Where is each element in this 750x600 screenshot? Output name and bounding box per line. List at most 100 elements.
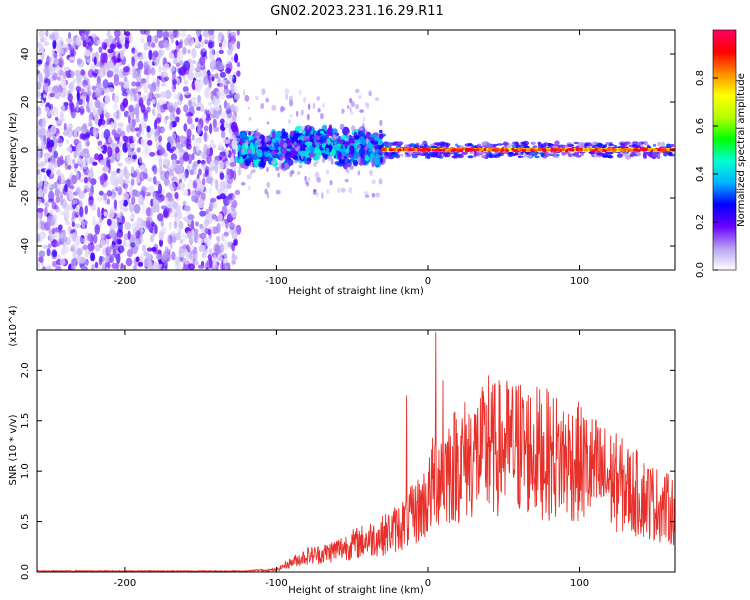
heatmap-cell [349,145,355,153]
heatmap-cell [76,142,83,152]
heatmap-cell [183,123,188,132]
heatmap-cell [607,155,614,159]
heatmap-cell [104,261,111,270]
heatmap-cell [84,30,91,36]
heatmap-cell [130,178,135,186]
heatmap-cell [285,93,289,101]
heatmap-cell [119,202,125,211]
heatmap-cell [598,148,603,152]
heatmap-cell [137,261,144,267]
heatmap-cell [37,222,41,230]
heatmap-cell [325,169,330,175]
heatmap-cell [131,68,138,77]
heatmap-cell [300,110,304,116]
heatmap-cell [170,146,176,151]
heatmap-cell [517,155,522,159]
heatmap-cell [611,148,617,152]
heatmap-cell [605,141,610,146]
heatmap-cell [234,93,240,100]
heatmap-cell [388,148,394,152]
heatmap-cell [334,142,337,148]
heatmap-cell [145,216,150,222]
heatmap-cell [309,134,313,143]
heatmap-cell [149,151,156,157]
heatmap-cell [40,140,46,150]
heatmap-cell [248,116,252,121]
heatmap-cell [293,160,298,164]
heatmap-cell [542,149,547,153]
heatmap-cell [247,106,250,111]
heatmap-cell [99,159,105,165]
heatmap-cell [214,72,219,79]
heatmap-cell [87,250,92,256]
heatmap-cell [303,96,306,103]
heatmap-cell [191,229,195,240]
heatmap-cell [621,144,626,149]
heatmap-cell [111,55,118,64]
heatmap-cell [182,86,189,93]
top-x-tick-label: 100 [570,276,589,287]
heatmap-cell [158,49,163,58]
heatmap-cell [105,252,110,263]
heatmap-cell [82,244,89,251]
heatmap-cell [200,190,206,202]
heatmap-cell [141,203,147,215]
heatmap-cell [244,158,252,167]
heatmap-cell [192,60,197,65]
heatmap-cell [632,144,637,148]
heatmap-cell [205,267,209,270]
heatmap-cell [69,49,77,57]
heatmap-cell [230,209,238,218]
heatmap-cell [162,31,170,40]
heatmap-cell [44,157,49,163]
heatmap-cell [186,230,192,239]
heatmap-cell [522,140,530,146]
heatmap-cell [245,139,248,145]
heatmap-cell [169,182,176,192]
heatmap-cell [115,262,120,270]
heatmap-cell [172,58,178,65]
heatmap-cell [93,56,97,66]
heatmap-cell [315,132,322,136]
heatmap-cell [175,40,179,46]
heatmap-cell [92,161,98,166]
heatmap-cell [143,111,148,119]
heatmap-cell [51,201,57,210]
heatmap-cell [176,107,181,115]
top-x-tick-label: 0 [425,276,431,287]
heatmap-cell [643,154,647,160]
heatmap-cell [42,244,49,249]
heatmap-cell [163,177,170,186]
heatmap-cell [195,36,199,47]
heatmap-cell [321,157,326,164]
heatmap-cell [39,44,45,55]
heatmap-cell [193,181,198,189]
heatmap-cell [264,156,269,162]
heatmap-cell [105,267,109,270]
colorbar-tick-label: 0.8 [695,70,706,86]
heatmap-cell [230,56,234,62]
heatmap-cell [224,121,228,129]
heatmap-cell [55,265,62,270]
heatmap-cell [47,243,52,249]
heatmap-cell [49,109,55,116]
heatmap-cell [136,217,143,226]
heatmap-cell [209,123,213,135]
heatmap-cell [64,105,68,111]
heatmap-cell [65,155,71,166]
heatmap-cell [63,102,69,107]
heatmap-cell [363,191,369,196]
heatmap-cell [189,169,195,176]
heatmap-cell [155,254,162,260]
heatmap-cell [450,148,456,152]
heatmap-cell [55,207,60,213]
heatmap-cell [392,141,400,146]
heatmap-cell [139,30,147,35]
heatmap-cell [118,81,125,86]
heatmap-cell [147,139,153,146]
heatmap-cell [331,128,338,135]
heatmap-cell [178,220,184,230]
heatmap-cell [200,49,204,57]
heatmap-cell [72,36,77,47]
heatmap-cell [76,58,82,65]
